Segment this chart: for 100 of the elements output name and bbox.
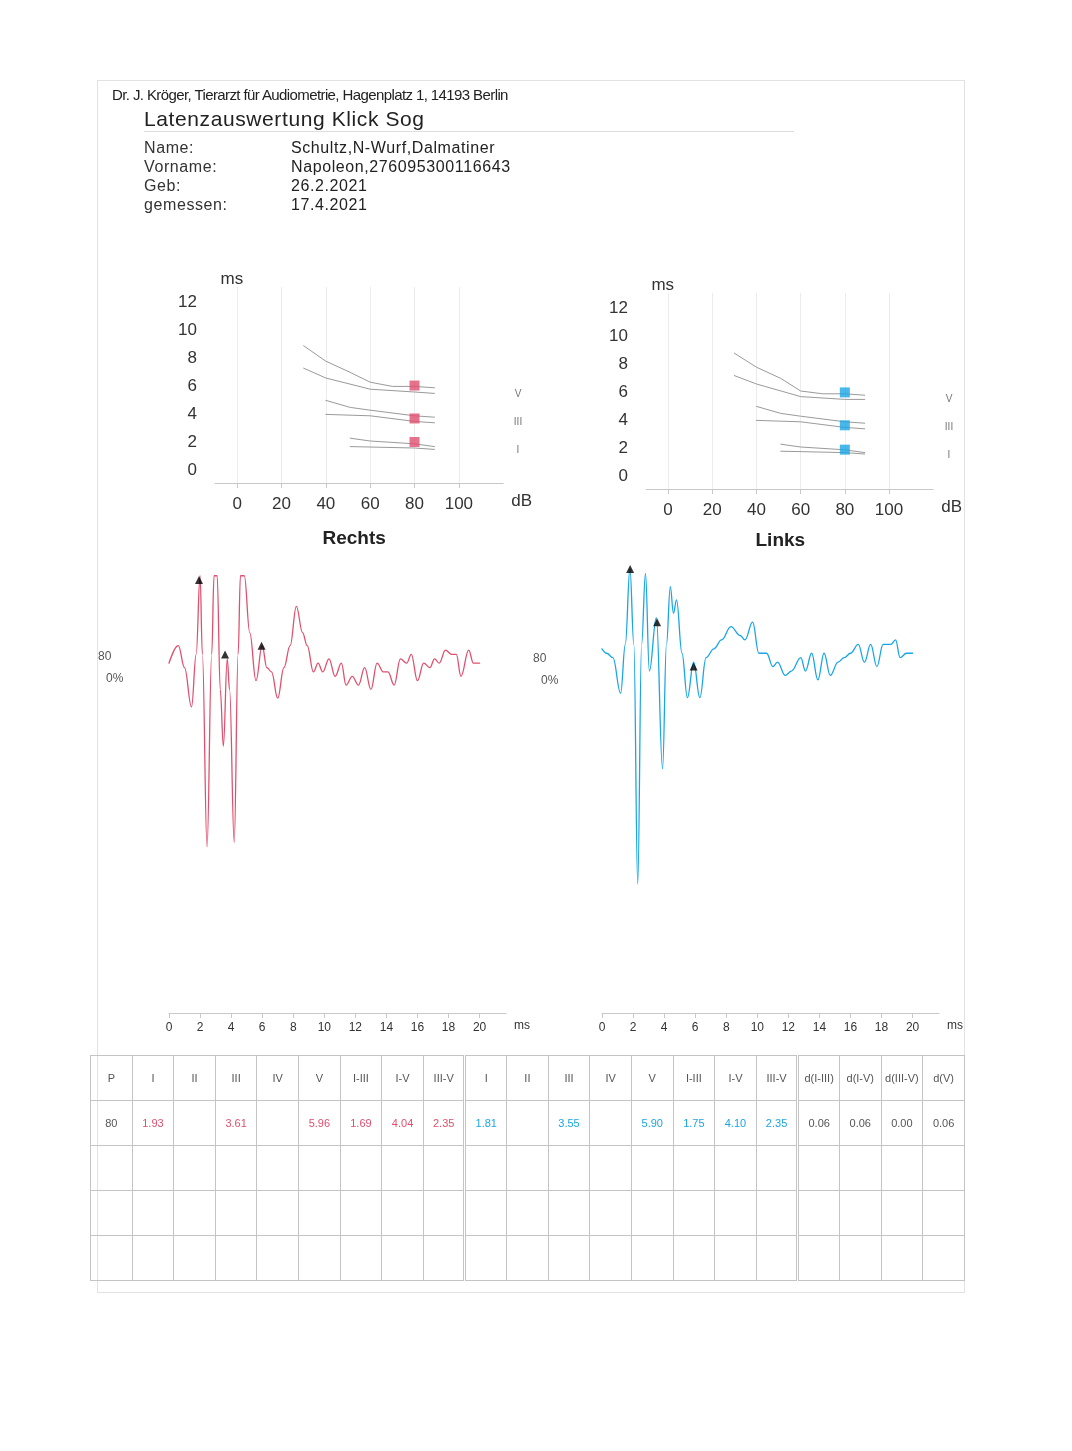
text: 0%	[106, 671, 124, 685]
x-tick-label: 40	[747, 500, 766, 519]
text: Name:	[144, 138, 196, 157]
y-tick-label: 6	[618, 381, 628, 401]
category-label: II	[506, 1055, 549, 1101]
text: III	[513, 415, 523, 427]
x-axis-title: dB	[511, 491, 532, 510]
text: 26.2.2021	[291, 176, 368, 195]
y-tick-label: 4	[618, 409, 628, 429]
category-label: III-V	[756, 1055, 798, 1101]
text: 0.06	[849, 1117, 871, 1129]
x-tick-label: 8	[289, 1020, 297, 1034]
text: 5.90	[641, 1117, 663, 1129]
text: 2.35	[432, 1117, 455, 1129]
text: 17.4.2021	[291, 195, 368, 214]
x-tick-label: 100	[444, 494, 474, 513]
x-tick-label: 0	[232, 494, 242, 513]
x-tick-label: 0	[165, 1020, 173, 1034]
y-tick-label: 6	[187, 375, 197, 395]
text: 3.61	[225, 1117, 247, 1129]
x-tick-label: 6	[258, 1020, 266, 1034]
text: 80	[105, 1117, 118, 1129]
x-axis-title: dB	[941, 497, 962, 516]
category-label: II	[173, 1055, 216, 1101]
x-tick-label: 80	[835, 500, 855, 519]
chart-title: Rechts	[322, 527, 386, 548]
x-tick-label: 16	[843, 1020, 858, 1034]
text: III	[944, 420, 954, 432]
category-label: I-V	[381, 1055, 424, 1101]
x-tick-label: 20	[905, 1020, 920, 1034]
category-label: IV	[256, 1055, 299, 1101]
text: 4.10	[724, 1117, 747, 1129]
text: 80	[533, 651, 547, 665]
category-label: III	[215, 1055, 257, 1101]
text: 0.06	[808, 1117, 830, 1129]
category-label: I-III	[673, 1055, 715, 1101]
text: I	[516, 443, 520, 455]
y-tick-label: 4	[187, 403, 197, 423]
text: Dr. J. Kröger, Tierarzt für Audiometrie, Hagenplatz 1, 14193 Berlin	[112, 86, 509, 103]
x-tick-label: 12	[781, 1020, 796, 1034]
x-tick-label: 60	[791, 500, 811, 519]
y-tick-label: 12	[178, 291, 197, 311]
category-label: d(V)	[922, 1055, 965, 1101]
y-tick-label: 10	[178, 319, 197, 339]
category-label: P	[90, 1055, 133, 1101]
text: I	[947, 448, 951, 460]
text: 2.35	[765, 1117, 788, 1129]
y-tick-label: 0	[618, 465, 628, 485]
category-label: d(I-III)	[797, 1055, 840, 1101]
x-tick-label: 20	[472, 1020, 487, 1034]
y-tick-label: 2	[618, 437, 628, 457]
y-axis-title: ms	[220, 269, 244, 288]
x-tick-label: 20	[702, 500, 722, 519]
text: gemessen:	[144, 195, 229, 214]
x-tick-label: 80	[405, 494, 424, 513]
x-axis-title: ms	[514, 1018, 530, 1032]
y-tick-label: 2	[187, 431, 197, 451]
y-tick-label: 12	[609, 297, 628, 317]
text: Napoleon,276095300116643	[291, 157, 511, 176]
x-tick-label: 40	[316, 494, 336, 513]
x-tick-label: 12	[348, 1020, 363, 1034]
category-label: I-III	[340, 1055, 382, 1101]
x-tick-label: 4	[227, 1020, 235, 1034]
text: 0%	[541, 673, 559, 687]
chart-title: Links	[755, 529, 806, 550]
text: 1.75	[683, 1117, 705, 1129]
text: 0.00	[891, 1117, 913, 1129]
category-label: V	[298, 1055, 341, 1101]
x-tick-label: 18	[441, 1020, 456, 1034]
x-tick-label: 4	[660, 1020, 668, 1034]
category-label: I-V	[714, 1055, 757, 1101]
x-tick-label: 18	[874, 1020, 889, 1034]
text: Vorname:	[144, 157, 219, 176]
text: Schultz,N-Wurf,Dalmatiner	[291, 138, 496, 157]
text: 0.06	[932, 1117, 955, 1129]
text: 1.93	[142, 1117, 164, 1129]
text: V	[945, 392, 953, 404]
category-label: I	[132, 1055, 174, 1101]
text: 1.81	[475, 1117, 497, 1129]
x-tick-label: 20	[272, 494, 291, 513]
y-tick-label: 10	[609, 325, 628, 345]
text: V	[514, 387, 522, 399]
text: 3.55	[558, 1117, 580, 1129]
y-tick-label: 8	[618, 353, 628, 373]
x-axis-title: ms	[947, 1018, 963, 1032]
y-tick-label: 8	[187, 347, 197, 367]
x-tick-label: 100	[874, 500, 904, 519]
y-axis-title: ms	[651, 275, 675, 294]
x-tick-label: 60	[360, 494, 380, 513]
text: Latenzauswertung Klick Sog	[144, 107, 794, 132]
category-label: V	[631, 1055, 674, 1101]
x-tick-label: 2	[629, 1020, 637, 1034]
x-tick-label: 16	[410, 1020, 425, 1034]
category-label: d(III-V)	[881, 1055, 923, 1101]
text: Geb:	[144, 176, 183, 195]
x-tick-label: 14	[812, 1020, 827, 1034]
x-tick-label: 0	[663, 500, 673, 519]
x-tick-label: 10	[317, 1020, 332, 1034]
y-tick-label: 0	[187, 459, 197, 479]
x-tick-label: 14	[379, 1020, 394, 1034]
